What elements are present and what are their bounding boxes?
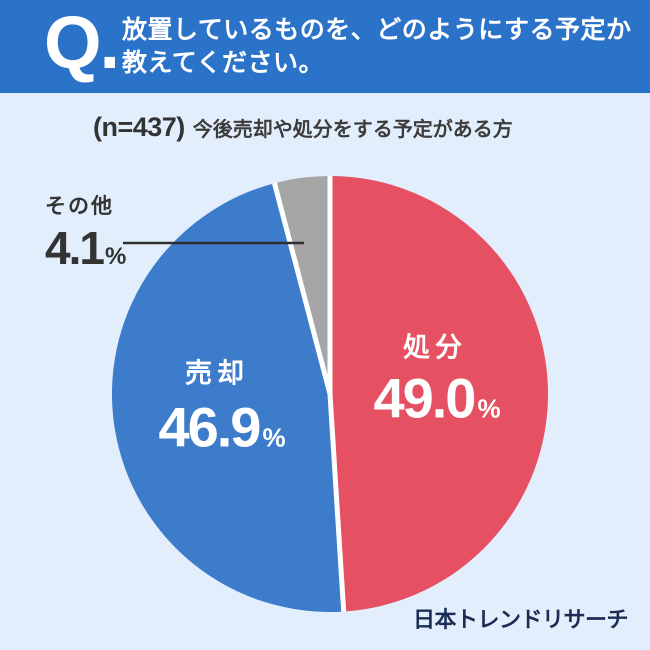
question-header: Q. 放置しているものを、どのようにする予定か 教えてください。 [0,0,650,93]
slice-value-number: 4.1 [45,222,105,274]
question-title: 放置しているものを、どのようにする予定か 教えてください。 [122,14,632,80]
pie-slice-shobun [330,176,549,612]
slice-label-baikyaku: 売却 [185,358,249,389]
sample-size: (n=437) [93,112,185,142]
slice-value-sonota: 4.1 % [45,221,126,275]
sample-size-note: (n=437) 今後売却や処分をする予定がある方 [93,112,513,143]
slice-label-sonota: その他 [45,195,114,218]
question-title-line1: 放置しているものを、どのようにする予定か [122,16,632,44]
slice-value-number: 46.9 [158,395,261,459]
percent-sign: % [104,243,127,270]
slice-separator [272,182,333,395]
brand-logo: 日本トレンドリサーチ [412,607,629,632]
question-title-line2: 教えてください。 [122,49,325,77]
slice-label-shobun: 処分 [403,332,467,363]
slice-value-shobun: 49.0 % [373,366,500,431]
q-mark: Q. [44,1,120,84]
slice-value-number: 49.0 [373,366,476,430]
subtitle-text: 今後売却や処分をする予定がある方 [192,119,513,141]
pie-slice-baikyaku [111,183,344,613]
percent-sign: % [477,393,501,424]
slice-callout-sonota: その他 4.1 % [45,190,126,275]
percent-sign: % [262,422,286,453]
slice-value-baikyaku: 46.9 % [158,395,285,460]
slice-separator [327,393,347,612]
